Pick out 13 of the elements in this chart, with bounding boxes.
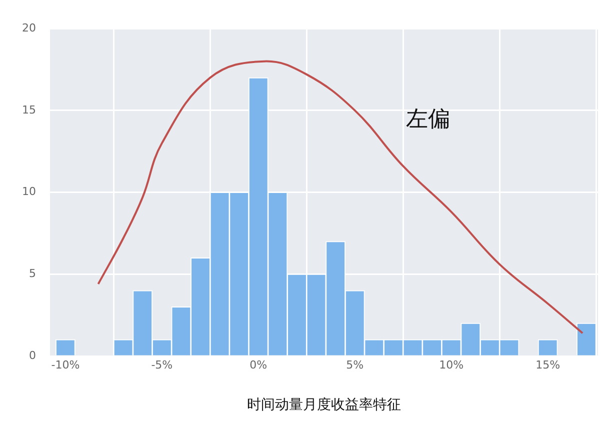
y-tick-label: 0 xyxy=(28,348,36,362)
x-tick-label: -10% xyxy=(51,358,80,372)
x-tick-label: 5% xyxy=(346,358,364,372)
x-axis-title: 时间动量月度收益率特征 xyxy=(247,397,401,414)
x-tick-label: 0% xyxy=(250,358,268,372)
annotation: 左偏 xyxy=(406,106,450,132)
y-tick-label: 10 xyxy=(22,185,36,198)
y-tick-label: 20 xyxy=(22,21,36,34)
x-tick-label: 15% xyxy=(536,358,560,372)
y-tick-label: 5 xyxy=(28,267,36,280)
x-tick-label: -5% xyxy=(151,358,173,372)
x-tick-label: 10% xyxy=(439,358,464,372)
y-tick-label: 15 xyxy=(22,103,36,116)
